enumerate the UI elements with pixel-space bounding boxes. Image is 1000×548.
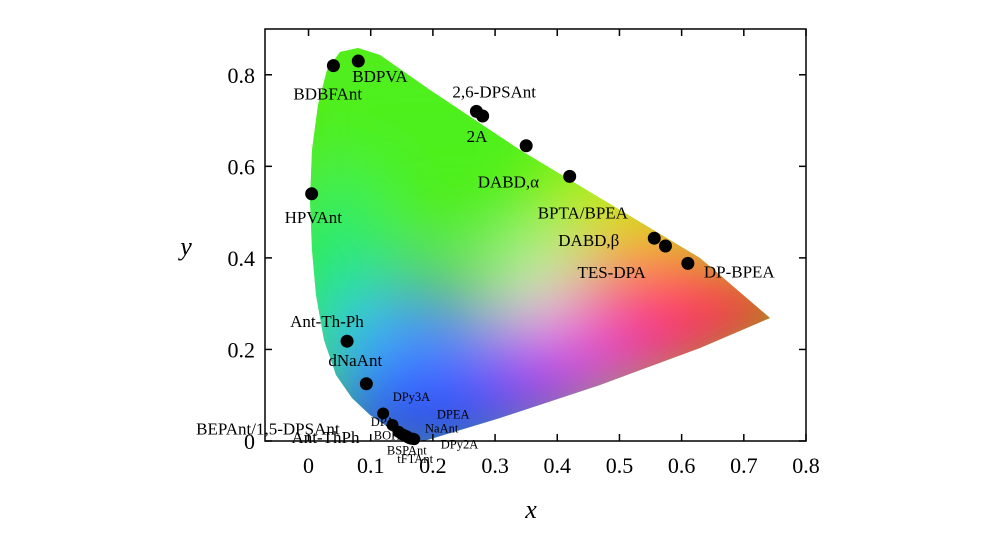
data-point: [340, 334, 354, 348]
point-label: DPy2A: [441, 438, 479, 452]
point-label: BDBFAnt: [293, 85, 362, 104]
data-points: [305, 54, 695, 446]
data-point: [658, 239, 672, 253]
x-tick-label: 0.2: [419, 453, 447, 478]
point-label: DABD,α: [478, 172, 539, 191]
y-tick-label: 0.4: [228, 246, 256, 271]
plot-frame: [264, 28, 807, 442]
point-label: DABD,β: [558, 231, 619, 250]
point-label: BEPAnt/1,5-DPSAnt: [196, 420, 340, 439]
x-tick-label: 0.1: [357, 453, 385, 478]
point-label: Ant-ThPh: [291, 428, 360, 447]
point-label: 2A: [467, 127, 489, 146]
data-point: [519, 139, 533, 153]
data-point: [351, 54, 365, 68]
data-point: [647, 231, 661, 245]
x-axis-label: x: [524, 495, 537, 524]
data-point: [476, 109, 490, 123]
point-label: BSPAnt: [387, 443, 427, 457]
x-tick-label: 0.8: [792, 453, 820, 478]
point-label: HPVAnt: [285, 208, 343, 227]
x-tick-label: 0.3: [481, 453, 509, 478]
y-tick-labels: 0 0.2 0.4 0.6 0.8: [228, 63, 256, 454]
y-axis-label: y: [177, 232, 192, 261]
axis-ticks: [265, 29, 807, 442]
point-label: DP-BPEA: [704, 262, 776, 281]
data-point: [563, 169, 577, 183]
point-label: NaAnt: [425, 421, 459, 435]
y-tick-label: 0.8: [228, 63, 256, 88]
point-label: DPy3A: [393, 390, 431, 404]
x-tick-label: 0: [303, 453, 314, 478]
x-tick-label: 0.7: [730, 453, 758, 478]
x-tick-label: 0.5: [606, 453, 634, 478]
data-point: [359, 377, 373, 391]
data-point: [377, 407, 390, 420]
data-point: [305, 187, 319, 201]
point-label: DPA: [371, 415, 395, 429]
y-tick-label: 0.6: [228, 154, 256, 179]
y-tick-label: 0: [244, 429, 255, 454]
x-tick-label: 0.4: [544, 453, 572, 478]
point-label: BPTA/BPEA: [538, 203, 629, 222]
point-label: DPEA: [437, 408, 470, 422]
point-label: dNaAnt: [328, 351, 382, 370]
point-label: BOPAnt: [374, 428, 416, 442]
x-tick-label: 0.6: [668, 453, 696, 478]
point-label: TES-DPA: [577, 263, 646, 282]
data-point: [681, 256, 695, 270]
data-point: [408, 433, 421, 446]
data-point: [326, 59, 340, 73]
x-tick-labels: 0 0.1 0.2 0.3 0.4 0.5 0.6 0.7 0.8: [303, 453, 820, 478]
point-label: tFTAnt: [397, 452, 433, 466]
point-label: BDPVA: [352, 67, 408, 86]
point-label: Ant-Th-Ph: [290, 312, 364, 331]
point-label: 2,6-DPSAnt: [452, 82, 536, 101]
cie-color-gamut: [310, 48, 770, 441]
y-tick-label: 0.2: [228, 337, 256, 362]
